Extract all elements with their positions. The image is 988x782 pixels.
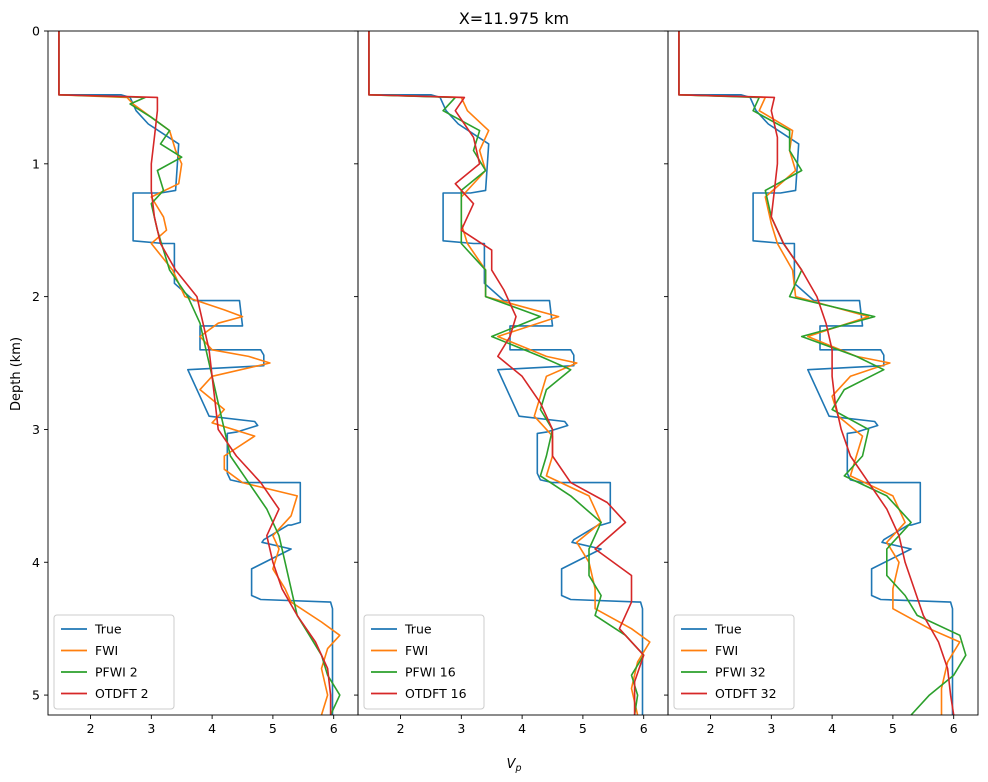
series-line-true xyxy=(368,31,644,715)
axes-frame xyxy=(47,30,359,716)
x-tick-label: 5 xyxy=(889,721,897,736)
series-line-true xyxy=(58,31,334,715)
x-tick-label: 5 xyxy=(269,721,277,736)
x-axis-label-subscript: p xyxy=(514,763,521,774)
legend-label-otdft-32: OTDFT 32 xyxy=(715,686,777,701)
legend-label-true: True xyxy=(714,622,742,637)
series-line-pfwi-2 xyxy=(58,31,341,715)
x-tick-label: 6 xyxy=(950,721,958,736)
legend-label-pfwi-32: PFWI 32 xyxy=(715,665,766,680)
x-tick-label: 4 xyxy=(828,721,836,736)
x-tick-label: 6 xyxy=(330,721,338,736)
legend: True FWI PFWI 16 OTDFT 16 xyxy=(363,614,485,710)
panel-3: 2 3 4 5 6 True FWI PFWI 32 OTDFT 32 xyxy=(664,30,979,736)
series-group xyxy=(678,31,967,715)
legend-label-pfwi-16: PFWI 16 xyxy=(405,665,456,680)
y-tick-label: 3 xyxy=(32,422,40,437)
y-tick-label: 0 xyxy=(32,24,40,39)
panels: 2 3 4 5 6 0 1 2 3 4 5 True FWI PFWI 2 OTDFT 2 2 3 4 5 6 True… xyxy=(32,24,979,736)
legend-label-otdft-16: OTDFT 16 xyxy=(405,686,467,701)
series-line-fwi xyxy=(58,31,341,715)
series-line-otdft-16 xyxy=(368,31,645,715)
x-tick-label: 4 xyxy=(208,721,216,736)
x-axis-label-main: V xyxy=(507,757,517,772)
legend: True FWI PFWI 2 OTDFT 2 xyxy=(53,614,175,710)
x-tick-label: 3 xyxy=(767,721,775,736)
legend-label-true: True xyxy=(94,622,122,637)
legend-label-otdft-2: OTDFT 2 xyxy=(95,686,149,701)
x-tick-label: 2 xyxy=(707,721,715,736)
legend-box xyxy=(363,614,485,710)
axes-frame xyxy=(667,30,979,716)
x-tick-label: 6 xyxy=(640,721,648,736)
series-line-pfwi-32 xyxy=(678,31,967,715)
series-line-pfwi-16 xyxy=(368,31,645,715)
panel-2: 2 3 4 5 6 True FWI PFWI 16 OTDFT 16 xyxy=(354,30,669,736)
legend-label-true: True xyxy=(404,622,432,637)
y-tick-label: 2 xyxy=(32,289,40,304)
series-group xyxy=(368,31,651,715)
legend-box xyxy=(53,614,175,710)
series-group xyxy=(58,31,341,715)
y-tick-label: 1 xyxy=(32,156,40,171)
series-line-fwi xyxy=(368,31,651,715)
x-tick-label: 5 xyxy=(579,721,587,736)
legend-label-pfwi-2: PFWI 2 xyxy=(95,665,138,680)
y-tick-label: 4 xyxy=(32,555,40,570)
x-tick-label: 3 xyxy=(147,721,155,736)
series-line-otdft-32 xyxy=(678,31,955,715)
legend-label-fwi: FWI xyxy=(95,643,118,658)
x-tick-label: 4 xyxy=(518,721,526,736)
legend-label-fwi: FWI xyxy=(405,643,428,658)
series-line-true xyxy=(678,31,954,715)
legend-label-fwi: FWI xyxy=(715,643,738,658)
x-tick-label: 3 xyxy=(457,721,465,736)
x-axis-label: Vp xyxy=(507,757,522,774)
x-tick-label: 2 xyxy=(397,721,405,736)
legend-box xyxy=(673,614,795,710)
legend: True FWI PFWI 32 OTDFT 32 xyxy=(673,614,795,710)
x-tick-label: 2 xyxy=(87,721,95,736)
series-line-otdft-2 xyxy=(58,31,332,715)
series-line-fwi xyxy=(678,31,961,715)
axes-frame xyxy=(357,30,669,716)
panel-1: 2 3 4 5 6 0 1 2 3 4 5 True FWI PFWI 2 OTDFT 2 xyxy=(32,24,359,736)
y-axis-label: Depth (km) xyxy=(9,337,24,411)
y-tick-label: 5 xyxy=(32,688,40,703)
chart-title: X=11.975 km xyxy=(459,9,569,28)
